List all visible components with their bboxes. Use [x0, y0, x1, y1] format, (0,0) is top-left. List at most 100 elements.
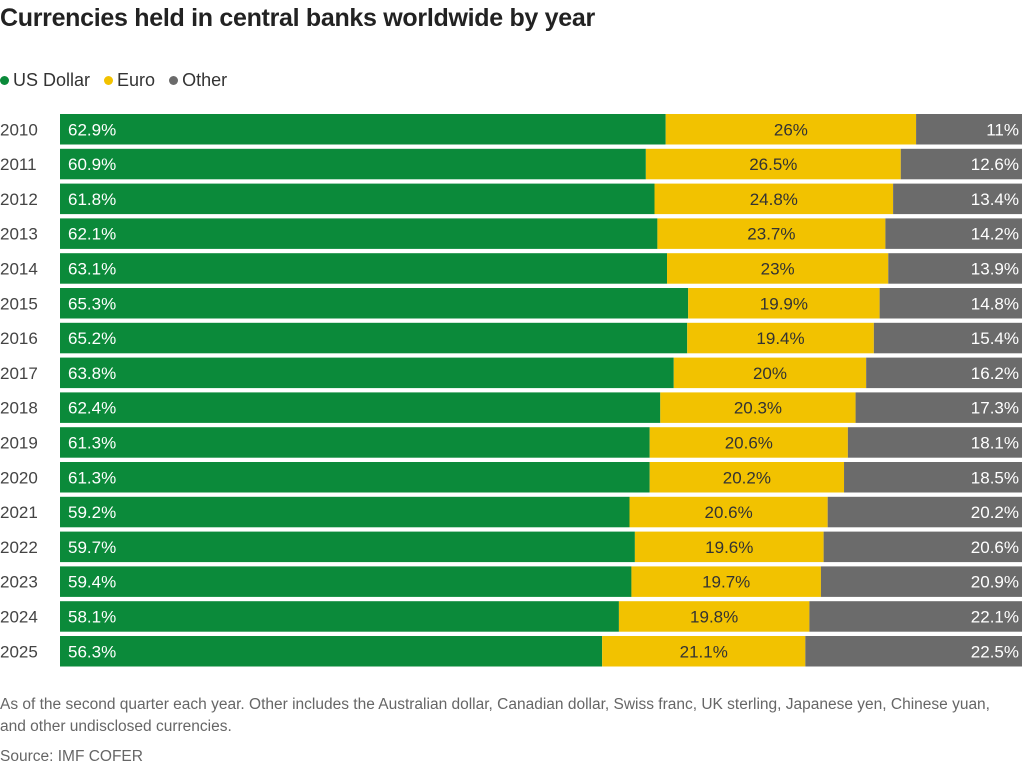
y-tick-label: 2015 — [0, 294, 38, 313]
legend: US Dollar Euro Other — [0, 68, 241, 92]
bar-row-2023: 2023 59.4% 19.7% 20.9% — [0, 566, 1022, 597]
y-tick-label: 2017 — [0, 364, 38, 383]
bar-row-2010: 2010 62.9% 26% 11% — [0, 114, 1022, 145]
data-label-euro: 19.7% — [702, 573, 750, 592]
data-label-other: 13.9% — [971, 259, 1019, 278]
bar-segment-us-dollar — [60, 218, 658, 249]
bar-segment-other — [866, 357, 1022, 389]
data-label-euro: 19.6% — [705, 538, 753, 557]
bar-segment-us-dollar — [60, 114, 666, 145]
data-label-us-dollar: 60.9% — [68, 155, 116, 174]
bar-segment-euro — [634, 531, 824, 563]
bar-segment-euro — [665, 114, 917, 145]
bar-segment-us-dollar — [60, 288, 689, 319]
legend-swatch-us-dollar — [0, 75, 9, 85]
bar-segment-other — [900, 148, 1022, 180]
data-label-euro: 23.7% — [747, 225, 795, 244]
bar-segment-us-dollar — [60, 183, 655, 215]
y-tick-label: 2014 — [0, 259, 38, 278]
y-tick-label: 2012 — [0, 190, 38, 209]
y-tick-label: 2019 — [0, 433, 38, 452]
chart-note: As of the second quarter each year. Othe… — [0, 696, 990, 735]
data-label-us-dollar: 63.8% — [68, 364, 116, 383]
data-label-other: 14.2% — [971, 225, 1019, 244]
bar-segment-us-dollar — [60, 462, 650, 493]
data-label-euro: 19.4% — [756, 329, 804, 348]
bar-segment-other — [805, 636, 1022, 667]
data-label-euro: 24.8% — [750, 190, 798, 209]
bar-segment-us-dollar — [60, 566, 632, 597]
bar-segment-euro — [645, 148, 901, 180]
bar-segment-us-dollar — [60, 496, 630, 528]
bar-segment-euro — [629, 496, 828, 528]
chart-source: Source: IMF COFER — [0, 748, 143, 765]
bar-segment-euro — [657, 218, 886, 249]
data-label-other: 18.5% — [971, 468, 1019, 487]
data-label-euro: 23% — [761, 259, 795, 278]
bar-row-2013: 2013 62.1% 23.7% 14.2% — [0, 218, 1022, 249]
bar-row-2015: 2015 65.3% 19.9% 14.8% — [0, 288, 1022, 319]
bar-segment-euro — [660, 392, 856, 423]
bar-row-2018: 2018 62.4% 20.3% 17.3% — [0, 392, 1022, 423]
data-label-other: 20.9% — [971, 573, 1019, 592]
data-label-other: 20.6% — [971, 538, 1019, 557]
legend-item-euro: Euro — [104, 70, 155, 91]
bar-segment-euro — [687, 322, 874, 354]
y-tick-label: 2022 — [0, 538, 38, 557]
bar-segment-other — [823, 531, 1022, 563]
y-tick-label: 2021 — [0, 503, 38, 522]
y-tick-label: 2011 — [0, 155, 37, 174]
data-label-euro: 21.1% — [680, 642, 728, 661]
data-label-us-dollar: 62.9% — [68, 120, 116, 139]
stacked-bar-chart: 2010 62.9% 26% 11% 2011 60.9% 26.5% 12.6% 2012 61… — [0, 114, 1022, 667]
data-label-other: 13.4% — [971, 190, 1019, 209]
bar-segment-us-dollar — [60, 148, 646, 180]
y-tick-label: 2025 — [0, 642, 38, 661]
bar-segment-euro — [618, 601, 810, 632]
y-tick-label: 2010 — [0, 120, 38, 139]
bar-segment-other — [916, 114, 1022, 145]
data-label-euro: 20.2% — [723, 468, 771, 487]
data-label-us-dollar: 59.7% — [68, 538, 116, 557]
bar-row-2012: 2012 61.8% 24.8% 13.4% — [0, 183, 1022, 215]
bar-row-2014: 2014 63.1% 23% 13.9% — [0, 253, 1022, 284]
data-label-other: 22.5% — [971, 642, 1019, 661]
data-label-euro: 20.3% — [734, 399, 782, 418]
bar-segment-us-dollar — [60, 636, 603, 667]
data-label-us-dollar: 59.2% — [68, 503, 116, 522]
data-label-euro: 26% — [774, 120, 808, 139]
data-label-us-dollar: 58.1% — [68, 607, 116, 626]
data-label-other: 11% — [986, 120, 1019, 139]
legend-swatch-other — [169, 75, 179, 85]
bar-segment-us-dollar — [60, 392, 661, 423]
data-label-us-dollar: 65.2% — [68, 329, 116, 348]
bar-row-2016: 2016 65.2% 19.4% 15.4% — [0, 322, 1022, 354]
bar-segment-other — [879, 288, 1022, 319]
data-label-us-dollar: 61.8% — [68, 190, 116, 209]
y-tick-label: 2018 — [0, 399, 38, 418]
data-label-other: 16.2% — [971, 364, 1019, 383]
bar-segment-other — [844, 462, 1022, 493]
data-label-other: 20.2% — [971, 503, 1019, 522]
bar-row-2011: 2011 60.9% 26.5% 12.6% — [0, 148, 1022, 180]
bar-segment-euro — [602, 636, 806, 667]
y-tick-label: 2013 — [0, 225, 38, 244]
bar-segment-us-dollar — [60, 322, 688, 354]
bar-segment-euro — [667, 253, 889, 284]
bar-row-2020: 2020 61.3% 20.2% 18.5% — [0, 462, 1022, 493]
data-label-us-dollar: 65.3% — [68, 294, 116, 313]
bar-segment-euro — [654, 183, 894, 215]
data-label-other: 18.1% — [971, 433, 1019, 452]
data-label-other: 17.3% — [971, 399, 1019, 418]
bar-row-2025: 2025 56.3% 21.1% 22.5% — [0, 636, 1022, 667]
bar-row-2019: 2019 61.3% 20.6% 18.1% — [0, 427, 1022, 458]
data-label-us-dollar: 61.3% — [68, 433, 116, 452]
data-label-other: 14.8% — [971, 294, 1019, 313]
y-tick-label: 2024 — [0, 607, 38, 626]
legend-item-us-dollar: US Dollar — [0, 70, 90, 91]
data-label-euro: 20.6% — [725, 433, 773, 452]
legend-item-other: Other — [169, 70, 227, 91]
data-label-euro: 26.5% — [749, 155, 797, 174]
bar-segment-other — [847, 427, 1022, 458]
bar-segment-euro — [649, 427, 848, 458]
